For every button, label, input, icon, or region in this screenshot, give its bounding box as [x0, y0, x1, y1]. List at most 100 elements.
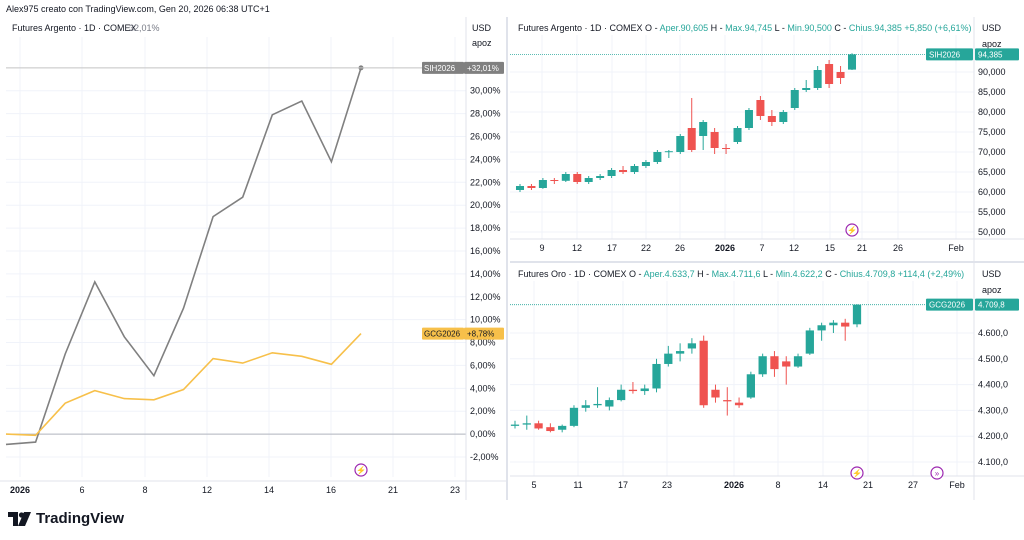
- compare-pane[interactable]: 32,00%30,00%28,00%26,00%24,00%22,00%20,0…: [0, 17, 506, 500]
- candle-body: [619, 170, 628, 172]
- candle-body: [779, 112, 788, 122]
- x-tick-label: 21: [857, 243, 867, 253]
- legend-part: L: [772, 23, 780, 33]
- candle-body: [584, 178, 593, 182]
- legend-part: -: [652, 23, 660, 33]
- y-tick-label: 75,000: [978, 127, 1006, 137]
- gold-chart[interactable]: 4.600,0 4.500,0 4.400,0 4.300,0 4.200,0 4.100…: [510, 263, 1024, 540]
- y-tick-label: 55,000: [978, 207, 1006, 217]
- event-forward-icon: [930, 466, 944, 480]
- candle-body: [687, 128, 696, 150]
- compare-chart[interactable]: 32,00%30,00%28,00%26,00%24,00%22,00%20,0…: [0, 17, 506, 500]
- x-tick-label: 14: [818, 480, 828, 490]
- tradingview-logo[interactable]: TradingView: [8, 510, 124, 527]
- candle-body: [699, 340, 708, 406]
- candle-body: [653, 152, 662, 162]
- y-tick-label: 4.200,0: [978, 431, 1008, 441]
- x-tick-label: 21: [863, 480, 873, 490]
- x-tick-label: 7: [759, 243, 764, 253]
- candle-body: [687, 343, 697, 349]
- legend-part: Futures Oro · 1D · COMEX: [518, 269, 629, 279]
- candle-body: [744, 110, 753, 128]
- y-tick-label: 70,000: [978, 147, 1006, 157]
- legend-part: Aper.90,605: [660, 23, 709, 33]
- event-lightning-icon-glyph: ⚡: [852, 468, 862, 478]
- x-tick-label: 22: [641, 243, 651, 253]
- candle-body: [758, 356, 767, 375]
- y-tick-label: 2,00%: [470, 406, 496, 416]
- last-value-tag: [975, 298, 1019, 311]
- chart-title: Futures Argento · 1D · COMEX: [12, 23, 137, 33]
- y-tick-label: 4.100,0: [978, 457, 1008, 467]
- y-tick-label: 4.600,0: [978, 328, 1008, 338]
- x-tick-label: 8: [775, 480, 780, 490]
- symbol-tag: [926, 298, 973, 311]
- candle-body: [802, 88, 811, 90]
- symbol-tag-label: SIH2026: [929, 50, 961, 59]
- candle-body: [782, 361, 791, 367]
- candle-body: [573, 174, 582, 182]
- x-tick-label: 14: [264, 485, 274, 495]
- x-tick-label: 2026: [724, 480, 744, 490]
- legend-part: Aper.4.633,7: [644, 269, 695, 279]
- candle-body: [546, 427, 555, 432]
- x-tick-label: 21: [388, 485, 398, 495]
- y-tick-label: 4.300,0: [978, 405, 1008, 415]
- candle-body: [734, 402, 744, 406]
- x-tick-label: 12: [202, 485, 212, 495]
- y-tick-label: 0,00%: [470, 429, 496, 439]
- candle-body: [652, 363, 661, 389]
- gold-pane[interactable]: 4.600,0 4.500,0 4.400,0 4.300,0 4.200,0 4.100…: [510, 263, 1024, 540]
- legend-part: Min.90,500: [787, 23, 832, 33]
- legend-part: -: [779, 23, 787, 33]
- legend-part: +114,4 (+2,49%): [895, 269, 964, 279]
- candle-body: [550, 180, 559, 181]
- silver-chart[interactable]: 90,000 85,000 80,000 75,000 70,000 65,000 60,0…: [510, 17, 1024, 317]
- chart-legend: Futures Oro · 1D · COMEX O - Aper.4.633,…: [518, 269, 964, 279]
- y-tick-label: 4.500,0: [978, 354, 1008, 364]
- legend-part: Max.94,745: [725, 23, 772, 33]
- y-tick-label: -2,00%: [470, 452, 499, 462]
- event-lightning-icon-glyph: ⚡: [356, 465, 366, 475]
- series-value-label: +8,78%: [467, 330, 494, 339]
- symbol-tag: [926, 48, 973, 61]
- candle-body: [593, 403, 602, 406]
- candle-body: [534, 423, 543, 429]
- candle-body: [829, 322, 838, 326]
- y-tick-label: 6,00%: [470, 360, 496, 370]
- candle-body: [825, 64, 834, 84]
- candle-body: [630, 166, 639, 172]
- candle-body: [641, 162, 650, 166]
- candle-body: [805, 330, 814, 354]
- y-tick-label: 22,00%: [470, 177, 501, 187]
- candle-body: [664, 151, 673, 153]
- series-line-SIH2026: [5, 67, 362, 446]
- candle-body: [817, 325, 826, 331]
- event-forward-icon-glyph: »: [935, 469, 940, 478]
- candle-body: [581, 405, 590, 408]
- candle-body: [628, 389, 638, 392]
- legend-part: Futures Argento · 1D · COMEX: [518, 23, 645, 33]
- y-tick-label: 4,00%: [470, 383, 496, 393]
- x-tick-label: 27: [908, 480, 918, 490]
- candle-body: [793, 356, 803, 367]
- candle-body: [767, 116, 776, 122]
- brand-name: TradingView: [36, 510, 125, 527]
- unit-label: apoz: [982, 285, 1002, 295]
- x-tick-label: 9: [539, 243, 544, 253]
- candle-body: [538, 180, 547, 188]
- legend-part: Min.4.622,2: [776, 269, 823, 279]
- candle-body: [510, 424, 520, 426]
- legend-part: H: [695, 269, 704, 279]
- series-symbol-label: SIH2026: [424, 64, 456, 73]
- silver-pane[interactable]: 90,000 85,000 80,000 75,000 70,000 65,000 60,0…: [510, 17, 1024, 317]
- x-tick-label: 23: [450, 485, 460, 495]
- candle-body: [841, 322, 850, 327]
- y-tick-label: 90,000: [978, 67, 1006, 77]
- candle-body: [770, 356, 779, 370]
- last-value-label: 4.709,8: [978, 301, 1005, 310]
- candle-body: [756, 100, 765, 116]
- y-tick-label: 18,00%: [470, 223, 501, 233]
- x-tick-label: 12: [789, 243, 799, 253]
- candle-body: [699, 122, 708, 136]
